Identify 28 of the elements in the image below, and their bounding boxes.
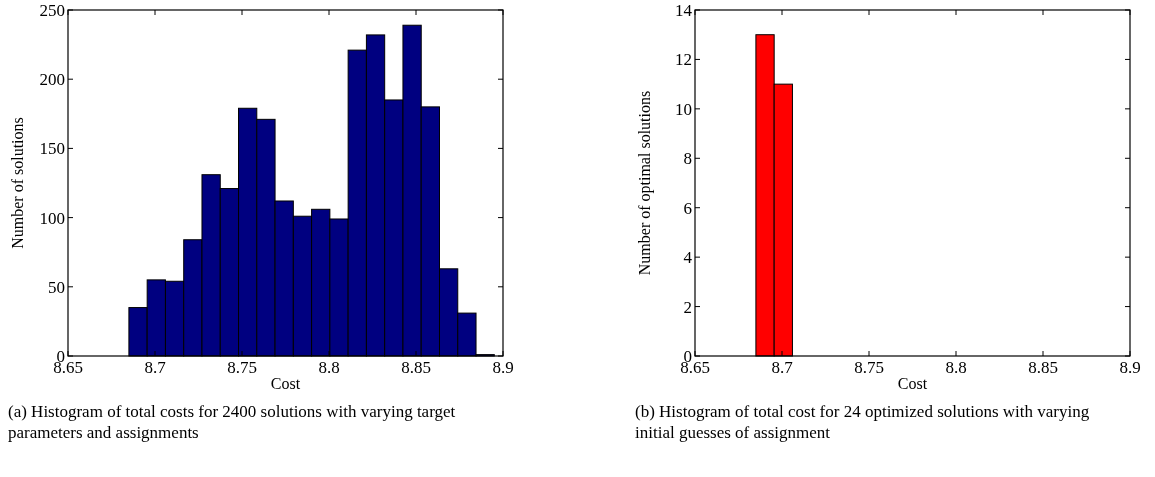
y-tick-label: 8 <box>683 149 692 169</box>
x-axis-title: Cost <box>897 375 928 392</box>
y-tick-label: 200 <box>39 70 65 90</box>
y-axis-title: Number of optimal solutions <box>636 90 654 276</box>
y-tick-label: 150 <box>39 139 65 159</box>
x-tick-label: 8.8 <box>945 358 967 377</box>
x-tick-label: 8.85 <box>1028 358 1058 377</box>
text: (b) Histogram of total cost for 24 optimized solutions with varying initial guesses of assignment <box>635 402 1090 442</box>
x-tick-label: 8.7 <box>771 358 794 377</box>
y-tick-label: 250 <box>39 1 65 20</box>
y-tick-label: 100 <box>39 208 65 228</box>
x-tick-label: 8.75 <box>854 358 884 377</box>
x-axis-title: Cost <box>270 375 301 392</box>
y-tick-label: 50 <box>48 277 65 297</box>
y-tick-label: 12 <box>675 50 692 70</box>
x-tick-label: 8.7 <box>144 358 167 377</box>
x-tick-label: 8.75 <box>227 358 257 377</box>
y-tick-label: 6 <box>683 198 692 218</box>
x-tick-label: 8.9 <box>1119 358 1141 377</box>
text: (a) Histogram of total costs for 2400 solutions with varying target parameters and assignments <box>8 402 456 442</box>
y-tick-label: 14 <box>675 1 693 20</box>
y-axis-title: Number of solutions <box>9 117 26 249</box>
y-tick-label: 2 <box>683 297 692 317</box>
y-tick-label: 10 <box>675 99 692 119</box>
x-tick-label: 8.8 <box>318 358 340 377</box>
x-tick-label: 8.85 <box>401 358 431 377</box>
y-tick-label: 4 <box>683 248 693 268</box>
x-tick-label: 8.9 <box>492 358 514 377</box>
